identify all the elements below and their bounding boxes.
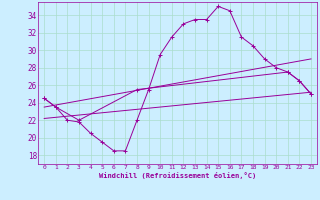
X-axis label: Windchill (Refroidissement éolien,°C): Windchill (Refroidissement éolien,°C): [99, 172, 256, 179]
